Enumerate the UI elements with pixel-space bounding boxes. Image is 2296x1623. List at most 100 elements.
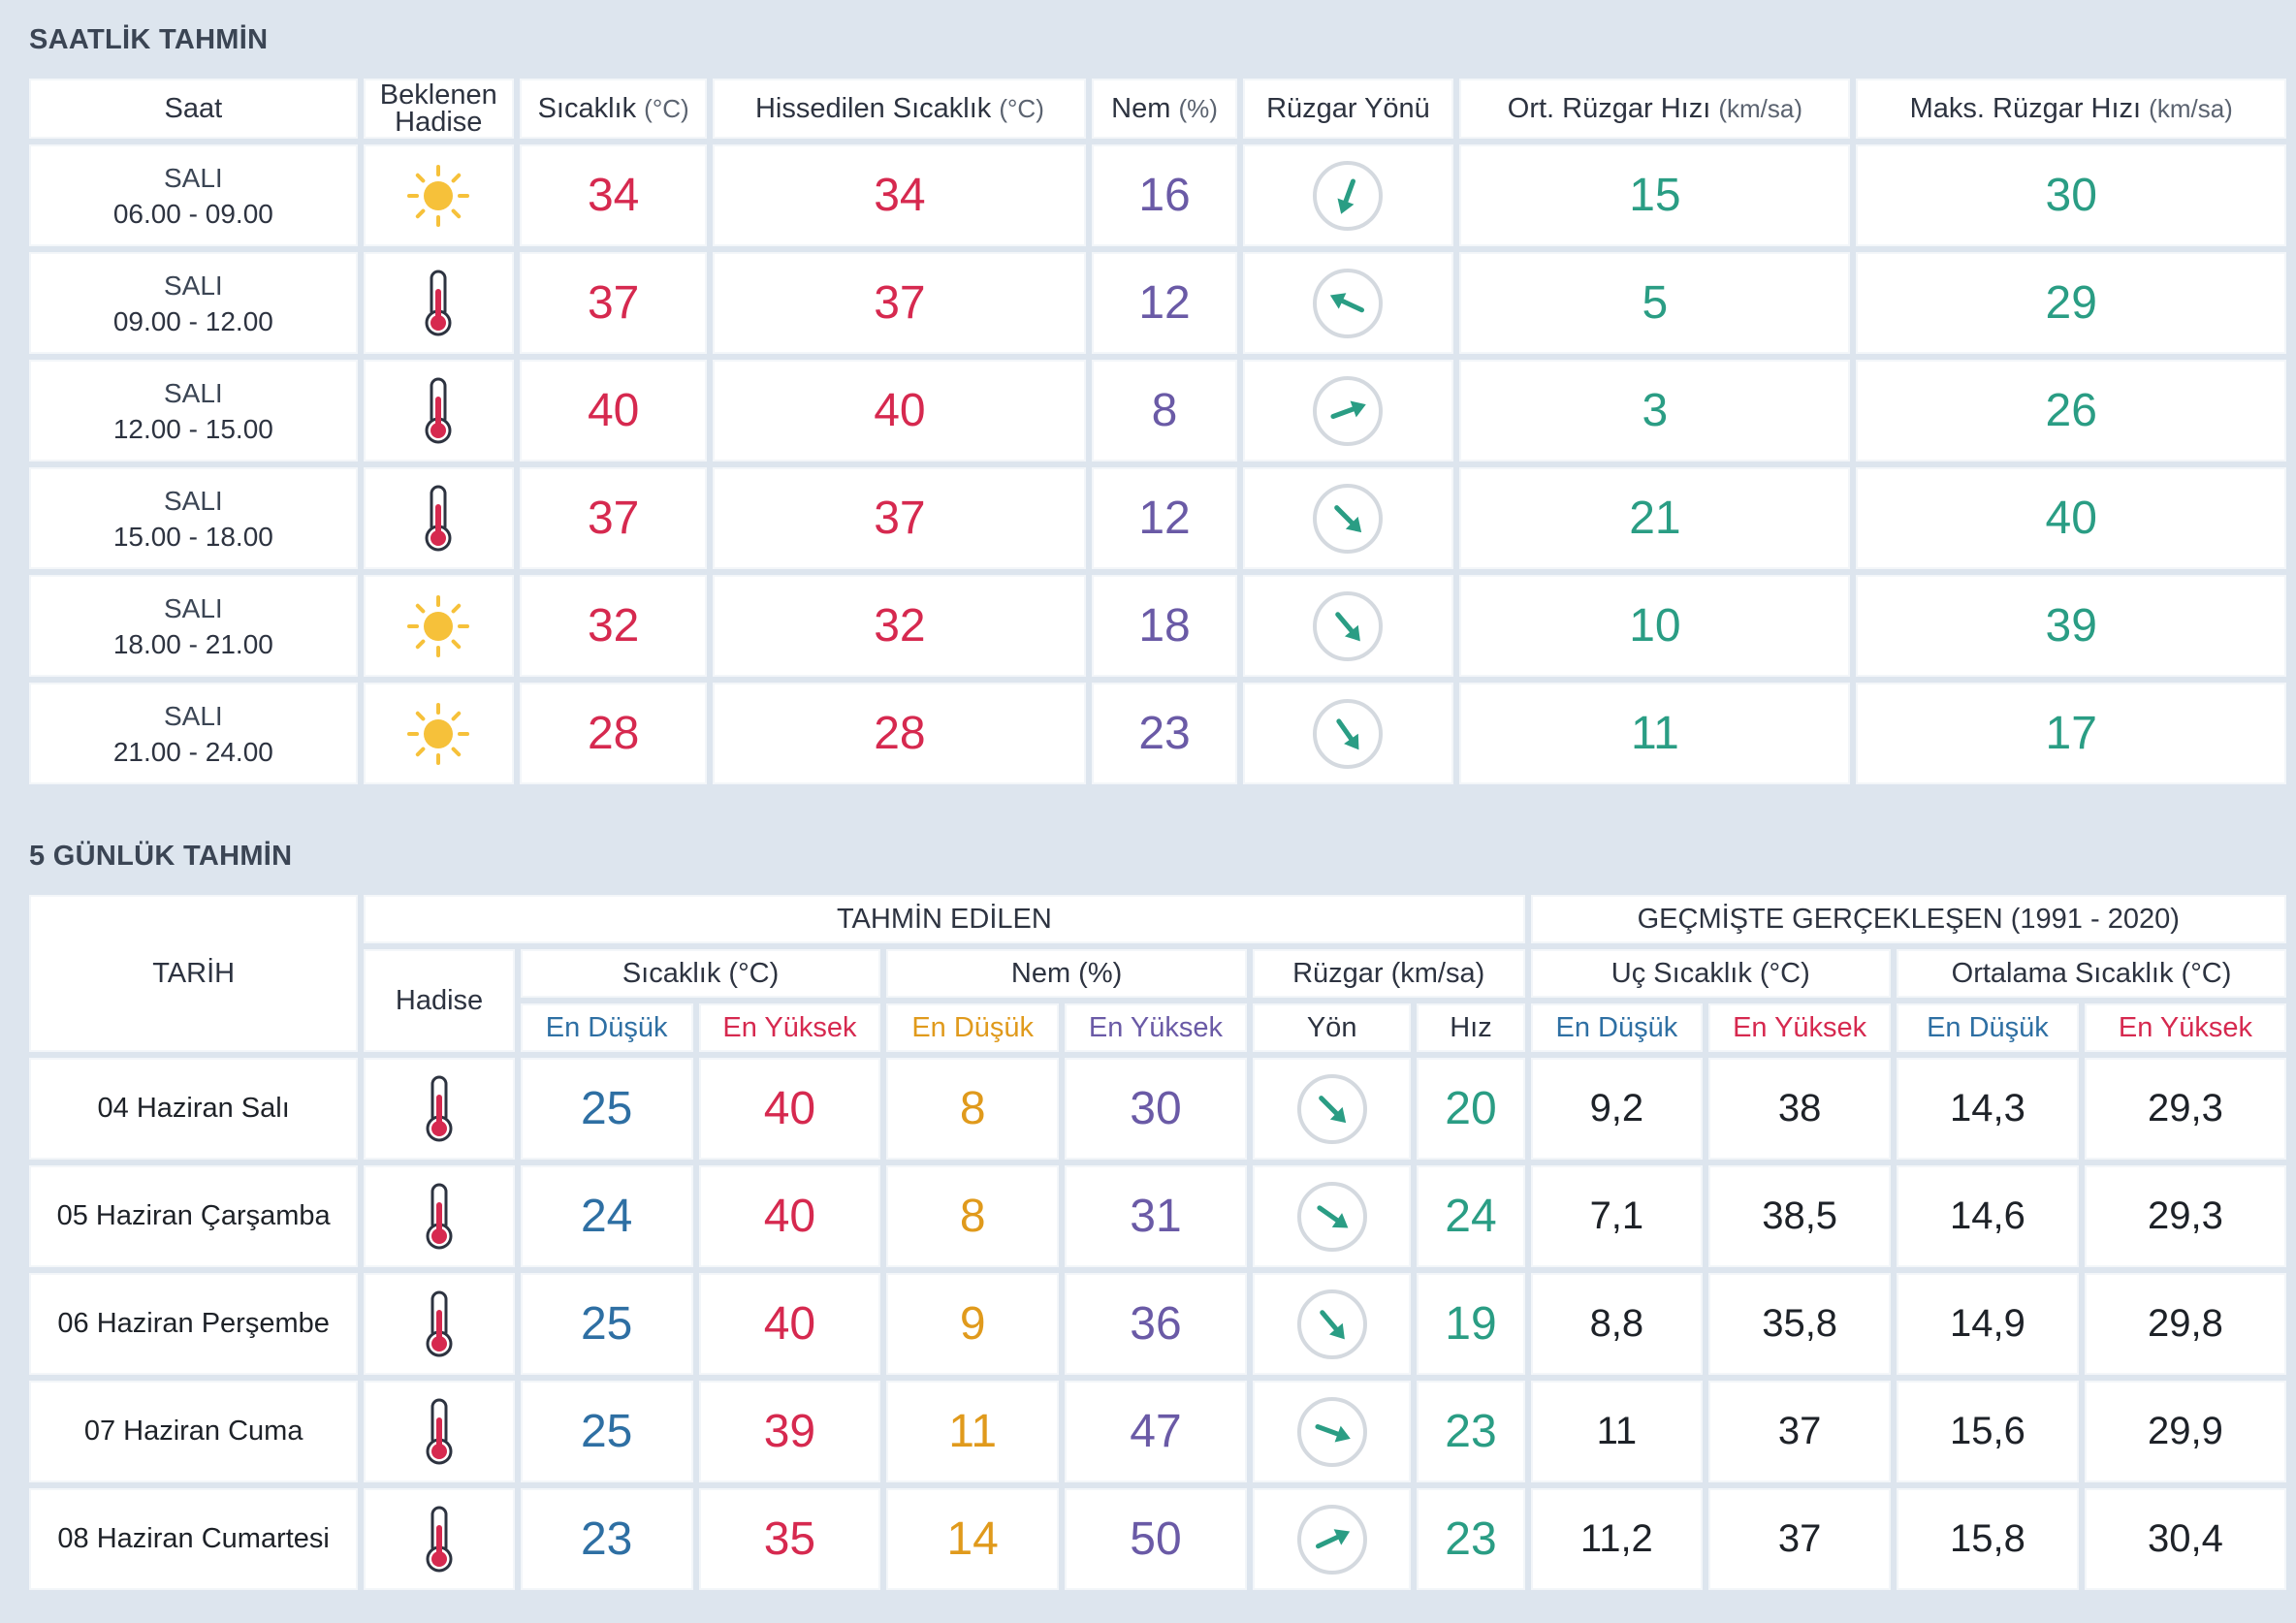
header-ort-ruzgar: Ort. Rüzgar Hızı (km/sa) <box>1459 79 1851 139</box>
wind-direction-cell <box>1242 144 1454 246</box>
uc-max-value: 37 <box>1708 1488 1892 1590</box>
weather-cell <box>363 683 514 784</box>
header-daily-sicaklik: Sıcaklık (°C) <box>520 949 881 998</box>
sun-icon <box>402 702 474 765</box>
avg-wind-value: 3 <box>1459 360 1851 461</box>
uc-min-value: 8,8 <box>1530 1273 1704 1375</box>
humidity-max-value: 31 <box>1065 1165 1247 1267</box>
header-uc-en-yuksek: En Yüksek <box>1708 1003 1892 1052</box>
header-maks-ruzgar-unit: (km/sa) <box>2149 93 2233 123</box>
weather-cell <box>364 1488 515 1590</box>
humidity-value: 18 <box>1092 575 1237 677</box>
wind-direction-cell <box>1242 575 1454 677</box>
max-wind-value: 26 <box>1856 360 2286 461</box>
header-uc-en-dusuk: En Düşük <box>1530 1003 1704 1052</box>
header-ort-ruzgar-label: Ort. Rüzgar Hızı <box>1507 92 1711 124</box>
weather-cell <box>363 467 514 569</box>
feels-like-value: 34 <box>713 144 1087 246</box>
header-tahmin-edilen: TAHMİN EDİLEN <box>364 895 1525 943</box>
wind-direction-icon <box>1309 698 1387 769</box>
avg-wind-value: 11 <box>1459 683 1851 784</box>
header-hadise-line1: Beklenen <box>379 80 497 111</box>
sun-icon <box>402 594 474 657</box>
humidity-max-value: 50 <box>1065 1488 1247 1590</box>
date-cell: 07 Haziran Cuma <box>29 1381 359 1482</box>
weather-cell <box>364 1273 515 1375</box>
header-nem-en-yuksek: En Yüksek <box>1065 1003 1247 1052</box>
header-hadise: Hadise <box>364 949 515 1052</box>
feels-like-value: 32 <box>713 575 1087 677</box>
day-label: SALI <box>163 162 223 193</box>
temp-min-value: 25 <box>520 1381 693 1482</box>
date-cell: 06 Haziran Perşembe <box>29 1273 359 1375</box>
header-daily-nem: Nem (%) <box>886 949 1247 998</box>
table-row: SALI 06.00 - 09.00 34 34 16 15 30 <box>29 144 2286 246</box>
temp-value: 32 <box>519 575 708 677</box>
weather-cell <box>363 144 514 246</box>
weather-cell <box>364 1165 515 1267</box>
time-range: 18.00 - 21.00 <box>112 628 273 659</box>
humidity-max-value: 47 <box>1065 1381 1247 1482</box>
header-sicaklik-en-yuksek: En Yüksek <box>698 1003 881 1052</box>
uc-min-value: 11,2 <box>1530 1488 1704 1590</box>
ort-min-value: 14,6 <box>1897 1165 2079 1267</box>
humidity-value: 8 <box>1092 360 1237 461</box>
daily-section-title: 5 GÜNLÜK TAHMİN <box>29 841 293 872</box>
table-row: 04 Haziran Salı 25 40 8 30 20 9,2 38 14,3 29,3 <box>29 1058 2286 1160</box>
humidity-min-value: 11 <box>886 1381 1060 1482</box>
wind-direction-icon <box>1309 268 1387 338</box>
weather-cell <box>364 1381 515 1482</box>
ort-max-value: 29,8 <box>2084 1273 2286 1375</box>
header-sicaklik-en-dusuk: En Düşük <box>520 1003 693 1052</box>
time-range: 12.00 - 15.00 <box>112 413 273 444</box>
ort-max-value: 30,4 <box>2084 1488 2286 1590</box>
wind-direction-cell <box>1252 1273 1412 1375</box>
avg-wind-value: 21 <box>1459 467 1851 569</box>
wind-speed-value: 19 <box>1417 1273 1525 1375</box>
header-saat: Saat <box>29 79 358 139</box>
temp-max-value: 40 <box>698 1058 881 1160</box>
uc-min-value: 11 <box>1530 1381 1704 1482</box>
header-daily-ruzgar: Rüzgar (km/sa) <box>1252 949 1525 998</box>
max-wind-value: 17 <box>1856 683 2286 784</box>
day-label: SALI <box>163 270 223 301</box>
humidity-value: 12 <box>1092 252 1237 354</box>
table-row: SALI 09.00 - 12.00 37 37 12 5 29 <box>29 252 2286 354</box>
max-wind-value: 29 <box>1856 252 2286 354</box>
thermometer-icon <box>419 485 458 551</box>
header-uc-sicaklik: Uç Sıcaklık (°C) <box>1530 949 1892 998</box>
date-cell: 08 Haziran Cumartesi <box>29 1488 359 1590</box>
table-row: SALI 18.00 - 21.00 32 32 18 10 39 <box>29 575 2286 677</box>
thermometer-icon <box>419 270 458 335</box>
humidity-value: 23 <box>1092 683 1237 784</box>
day-label: SALI <box>163 377 223 408</box>
wind-direction-icon <box>1309 160 1387 231</box>
day-label: SALI <box>163 592 223 623</box>
sun-icon <box>402 164 474 227</box>
header-nem-en-dusuk: En Düşük <box>886 1003 1060 1052</box>
wind-speed-value: 24 <box>1417 1165 1525 1267</box>
uc-min-value: 7,1 <box>1530 1165 1704 1267</box>
wind-direction-icon <box>1293 1073 1371 1144</box>
ort-min-value: 14,3 <box>1897 1058 2079 1160</box>
humidity-min-value: 14 <box>886 1488 1060 1590</box>
table-row: SALI 15.00 - 18.00 37 37 12 21 40 <box>29 467 2286 569</box>
header-ort-ruzgar-unit: (km/sa) <box>1718 93 1802 123</box>
time-cell: SALI 12.00 - 15.00 <box>29 360 358 461</box>
wind-direction-cell <box>1252 1058 1412 1160</box>
header-hissedilen-unit: (°C) <box>999 93 1044 123</box>
wind-direction-cell <box>1242 360 1454 461</box>
ort-max-value: 29,3 <box>2084 1058 2286 1160</box>
header-sicaklik-unit: (°C) <box>644 93 689 123</box>
table-row: 08 Haziran Cumartesi 23 35 14 50 23 11,2 37 15,8… <box>29 1488 2286 1590</box>
time-range: 06.00 - 09.00 <box>112 198 273 229</box>
temp-min-value: 25 <box>520 1273 693 1375</box>
wind-direction-cell <box>1252 1488 1412 1590</box>
weather-cell <box>364 1058 515 1160</box>
header-gecmiste: GEÇMİŞTE GERÇEKLEŞEN (1991 - 2020) <box>1530 895 2286 943</box>
table-row: SALI 21.00 - 24.00 28 28 23 11 17 <box>29 683 2286 784</box>
wind-direction-icon <box>1309 483 1387 554</box>
max-wind-value: 40 <box>1856 467 2286 569</box>
day-label: SALI <box>163 485 223 516</box>
header-tarih: TARİH <box>29 895 359 1052</box>
